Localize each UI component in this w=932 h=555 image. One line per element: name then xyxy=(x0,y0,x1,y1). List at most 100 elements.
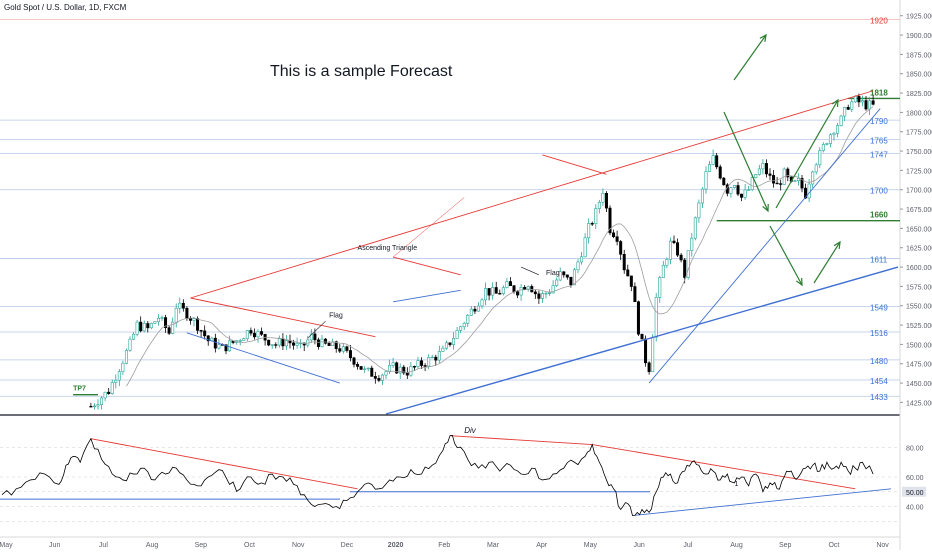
oscillator-pane[interactable]: 80.00 60.00 50.00 40.00 Div 1 xyxy=(0,426,926,522)
oscillator-highlight-tag xyxy=(902,486,926,497)
candle-body xyxy=(455,329,459,339)
flag-pointer[interactable] xyxy=(307,320,326,339)
triangle-breakout-line[interactable] xyxy=(392,197,465,258)
price-tick-label: 1625.000 xyxy=(906,246,932,253)
candle-body xyxy=(320,338,324,347)
candle-body xyxy=(103,391,107,399)
arrow-up-from-1660[interactable] xyxy=(775,99,839,209)
price-tick-label: 1500.000 xyxy=(906,342,932,349)
arrow-up-breakout[interactable] xyxy=(733,34,767,81)
osc-rising-support[interactable] xyxy=(634,488,891,516)
time-tick-label: Nov xyxy=(292,542,305,549)
price-axis[interactable]: 1925.000 1900.000 1875.000 1850.000 1825.000… xyxy=(900,14,932,408)
time-tick-label: Feb xyxy=(438,542,450,549)
candle-body xyxy=(533,291,537,295)
candle-body xyxy=(597,201,601,209)
forecast-title: This is a sample Forecast xyxy=(270,63,453,80)
candle-body xyxy=(185,307,189,319)
flag-lower-line[interactable] xyxy=(186,332,340,384)
level-label-1818: 1818 xyxy=(870,88,888,97)
candle-body xyxy=(409,366,413,376)
time-tick-label: Jun xyxy=(49,542,60,549)
candle-body xyxy=(359,366,363,370)
candle-body xyxy=(508,281,512,287)
candle-body xyxy=(860,100,864,103)
candle-body xyxy=(775,182,779,185)
trend-lines[interactable] xyxy=(186,90,899,415)
price-tick-label: 1875.000 xyxy=(906,52,932,59)
flag2-pointer[interactable] xyxy=(520,266,540,276)
candle-body xyxy=(818,150,822,166)
flag2-upper-line[interactable] xyxy=(542,154,607,175)
arrow-down-to-support[interactable] xyxy=(769,225,803,286)
candle-body xyxy=(139,321,143,332)
long-support-line[interactable] xyxy=(385,266,899,415)
candle-body xyxy=(580,256,584,263)
projection-arrows[interactable] xyxy=(723,33,841,287)
candle-body xyxy=(779,183,783,185)
candle-body xyxy=(92,405,96,408)
candle-body xyxy=(366,367,370,370)
candle-body xyxy=(800,177,804,189)
triangle-lower-line[interactable] xyxy=(393,289,461,303)
candle-body xyxy=(334,341,338,349)
osc-div-line-3[interactable] xyxy=(449,435,593,445)
oscillator-line[interactable] xyxy=(1,434,874,517)
price-tick-label: 1575.000 xyxy=(906,284,932,291)
candle-body xyxy=(768,173,772,176)
candle-body xyxy=(565,274,569,278)
candle-body xyxy=(811,171,815,185)
price-tick-label: 1475.000 xyxy=(906,362,932,369)
arrow-up-from-support[interactable] xyxy=(813,241,841,284)
steep-support-line[interactable] xyxy=(648,108,881,384)
candle-body xyxy=(697,202,701,219)
time-tick-label: Nov xyxy=(876,542,889,549)
candle-body xyxy=(676,242,680,256)
candle-body xyxy=(747,189,751,191)
candle-body xyxy=(196,318,200,331)
candle-body xyxy=(718,166,722,179)
candle-body xyxy=(469,308,473,316)
candle-body xyxy=(373,376,377,379)
osc-div-line-2[interactable] xyxy=(592,444,856,490)
candle-body xyxy=(238,340,242,342)
price-tick-label: 1750.000 xyxy=(906,149,932,156)
time-tick-label: 2020 xyxy=(388,542,404,549)
time-tick-label: Jul xyxy=(99,542,108,549)
candle-body xyxy=(352,357,356,365)
price-tick-label: 1775.000 xyxy=(906,130,932,137)
level-label-1516: 1516 xyxy=(870,329,888,338)
ascending-triangle-label: Ascending Triangle xyxy=(358,245,418,252)
time-axis[interactable]: May Jun Jul Aug Sep Oct Nov Dec 2020 Feb Mar Apr May… xyxy=(0,542,889,549)
candle-body xyxy=(484,288,488,301)
candle-body xyxy=(828,134,832,144)
level-label-1454: 1454 xyxy=(870,377,888,386)
candle-body xyxy=(398,366,402,374)
rising-resistance-line[interactable] xyxy=(190,90,874,299)
candle-body xyxy=(764,163,768,175)
candle-body xyxy=(174,307,178,323)
candle-body xyxy=(700,188,704,204)
candle-body xyxy=(626,269,630,277)
osc-div-line-1[interactable] xyxy=(90,438,358,490)
candle-body xyxy=(537,293,541,299)
arrow-down-to-1660[interactable] xyxy=(723,111,769,212)
candle-body xyxy=(405,372,409,376)
candle-body xyxy=(313,333,317,341)
level-label-1790: 1790 xyxy=(870,117,888,126)
oscillator-tick-label: 60.00 xyxy=(906,475,924,482)
time-tick-label: Aug xyxy=(730,542,743,549)
candle-body xyxy=(252,332,256,338)
moving-average-line xyxy=(126,106,874,387)
candle-body xyxy=(206,335,210,342)
time-tick-label: Dec xyxy=(341,542,354,549)
arrow-down-to-support-head xyxy=(795,277,803,287)
triangle-upper-line[interactable] xyxy=(392,256,461,276)
candle-body xyxy=(757,168,761,175)
flag-upper-line[interactable] xyxy=(190,297,376,338)
candle-body xyxy=(619,241,623,255)
candle-body xyxy=(711,155,715,165)
candle-body xyxy=(544,292,548,295)
